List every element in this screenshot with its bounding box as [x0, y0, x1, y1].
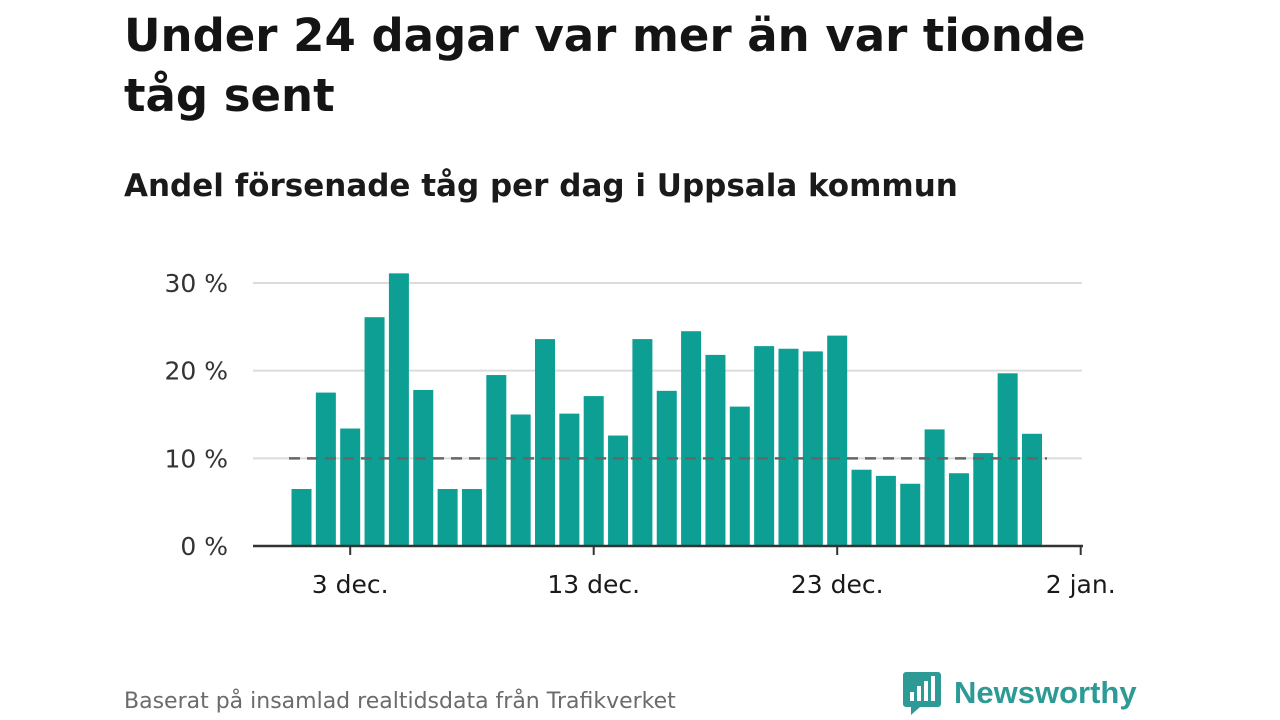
- bar: [973, 453, 994, 546]
- bar: [681, 331, 702, 546]
- bar: [461, 489, 482, 546]
- bar-chart-speech-bubble-icon: [903, 672, 941, 715]
- bar-chart: 0 % 10 % 20 % 30 % 3 dec. 13 dec. 23 dec. 2 ja…: [164, 269, 1116, 599]
- bar: [851, 469, 872, 546]
- bar: [729, 406, 750, 546]
- bar: [705, 354, 726, 546]
- x-axis: 3 dec. 13 dec. 23 dec. 2 jan.: [253, 544, 1116, 599]
- bar: [802, 351, 823, 546]
- bars: [291, 273, 1042, 546]
- bar: [583, 396, 604, 546]
- bar: [510, 414, 531, 546]
- y-tick-label: 10 %: [164, 444, 228, 473]
- bar: [608, 435, 629, 546]
- bar: [437, 489, 458, 546]
- bar: [486, 375, 507, 546]
- x-tick-label: 23 dec.: [791, 570, 884, 599]
- bar: [632, 339, 653, 546]
- bar: [340, 428, 361, 546]
- bar: [997, 373, 1018, 546]
- y-tick-label: 20 %: [164, 357, 228, 386]
- bar: [315, 392, 336, 546]
- bar: [413, 389, 434, 546]
- x-tick-label: 3 dec.: [312, 570, 389, 599]
- bar: [924, 429, 945, 546]
- brand-logo[interactable]: Newsworthy: [902, 668, 1137, 718]
- y-axis-tick-labels: 0 % 10 % 20 % 30 %: [164, 269, 228, 561]
- bar: [948, 473, 969, 546]
- y-tick-label: 0 %: [180, 532, 228, 561]
- bar: [559, 413, 580, 546]
- bar: [1022, 433, 1042, 546]
- bar: [754, 346, 775, 546]
- chart-title: Under 24 dagar var mer än var tionde tåg…: [124, 9, 1086, 122]
- x-tick-label: 13 dec.: [547, 570, 640, 599]
- bar: [656, 390, 677, 546]
- bar: [535, 339, 555, 546]
- bar: [364, 317, 385, 546]
- x-tick-label: 2 jan.: [1046, 570, 1116, 599]
- bar: [291, 489, 312, 546]
- source-note: Baserat på insamlad realtidsdata från Tr…: [124, 689, 676, 714]
- bar: [827, 335, 848, 546]
- bar: [875, 475, 896, 546]
- bar: [900, 483, 921, 546]
- bar: [778, 348, 799, 546]
- chart-subtitle: Andel försenade tåg per dag i Uppsala ko…: [124, 168, 958, 204]
- bar: [388, 273, 409, 546]
- brand-name: Newsworthy: [954, 675, 1137, 710]
- y-tick-label: 30 %: [164, 269, 228, 298]
